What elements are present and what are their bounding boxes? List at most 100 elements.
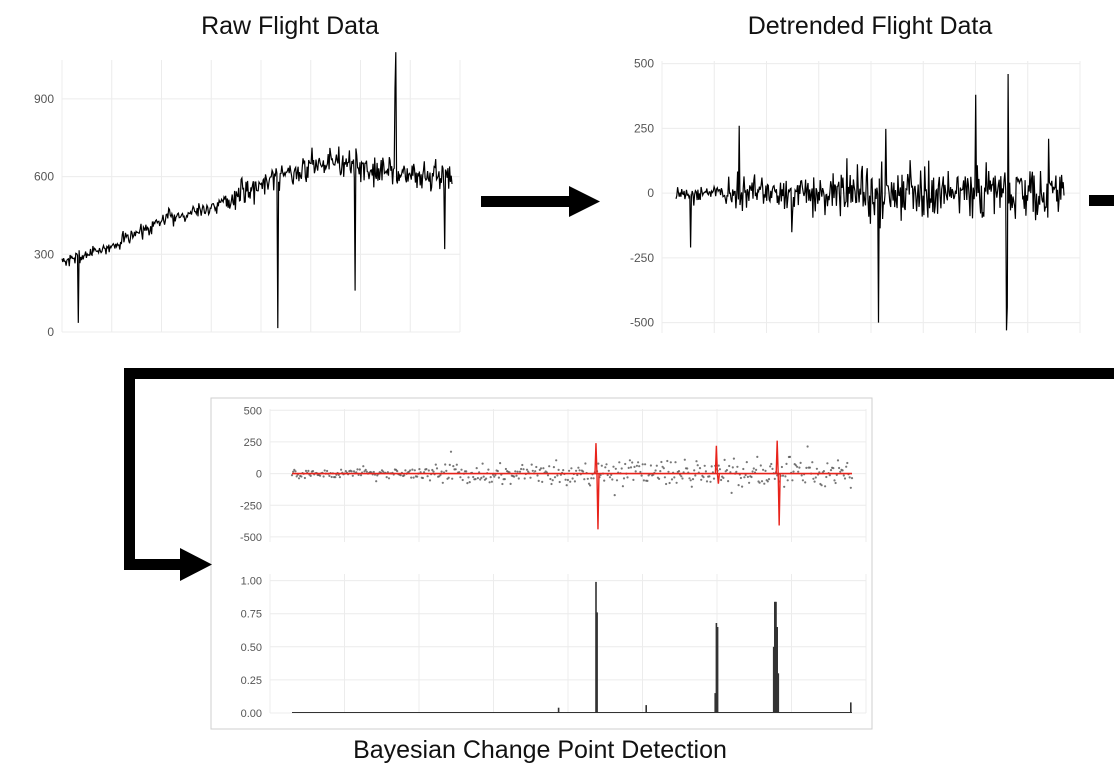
observation-point [797,470,800,473]
observation-point [814,476,817,479]
probability-bar [715,623,718,713]
observation-point [637,461,640,464]
observation-point [659,470,662,473]
observation-point [300,475,303,478]
observation-point [488,481,491,484]
posterior-mean-chart: -500 -250 0 250 500 [240,405,867,544]
observation-point [820,484,823,487]
observation-point [351,474,354,477]
observation-point [455,463,458,466]
observation-point [811,461,814,464]
y-tick-label: -250 [240,500,262,512]
observation-point [571,477,574,480]
observation-point [666,459,669,463]
observation-point [798,466,801,469]
observation-point [600,464,603,467]
observation-point [459,476,462,479]
observation-point [425,468,428,471]
observation-point [319,474,322,477]
observation-point [604,466,607,469]
probability-bar [850,702,852,713]
observation-point [590,477,593,480]
observation-point [633,465,636,468]
bayes-panel-frame [210,397,873,730]
observation-point [584,462,587,465]
observation-point [385,476,388,479]
observation-point [794,464,798,467]
observation-point [290,474,294,477]
observation-point [472,475,475,479]
observation-point [468,481,471,484]
observation-point [680,475,683,478]
observation-point [513,475,516,478]
observation-point [426,475,429,478]
observation-point [475,467,478,470]
observation-point [522,468,525,471]
observation-point [649,464,653,467]
observation-point [338,476,341,479]
observation-point [756,455,759,458]
observation-point [418,468,421,471]
observation-point [751,470,754,473]
observation-point [294,470,297,473]
y-tick-label: 250 [634,121,654,135]
observation-point [703,464,706,467]
observation-point [589,484,592,487]
observation-point [387,477,391,480]
y-tick-label: -250 [630,251,654,265]
observation-point [618,461,621,464]
observation-point [295,475,298,478]
observation-point [708,475,711,478]
observation-point [303,476,306,480]
observation-point [539,467,543,470]
observation-point [693,469,696,472]
observation-point [705,480,709,483]
observation-point [806,445,809,448]
observation-point [570,467,573,470]
observation-point [808,466,812,469]
observation-point [551,479,554,482]
observation-point [586,477,589,480]
observation-point [668,481,671,485]
observation-point [822,470,826,473]
observation-point [681,477,684,480]
observation-point [677,470,681,473]
observation-point [773,477,776,480]
observation-point [576,473,579,477]
observation-point [812,477,815,480]
detrended-flight-chart: -500 -250 0 250 500 [630,57,1081,333]
probability-bar [716,627,719,713]
y-tick-label: 0.50 [241,642,262,654]
observation-point [358,468,361,471]
observation-point [409,469,412,472]
observation-point [613,494,616,497]
observation-point [386,471,389,474]
observation-point [624,462,627,466]
observation-point [297,477,301,480]
observation-point [479,478,482,481]
observation-point [575,469,578,472]
observation-point [742,467,745,471]
observation-point [452,465,455,468]
observation-point [791,479,794,482]
observation-point [732,457,736,460]
observation-point [730,491,733,494]
observation-point [550,482,553,486]
observation-point [352,470,356,473]
observation-point [451,477,454,480]
arrow-detrended-to-bayes [124,368,1114,581]
observation-point [621,485,625,488]
observation-point [673,476,676,479]
observation-point [518,470,522,473]
observation-point [445,469,448,472]
observation-point [541,480,544,483]
observation-point [587,482,591,485]
observation-point [562,469,565,472]
observation-point [767,478,771,481]
observation-point [432,470,435,473]
observation-point [523,477,526,480]
observation-point [530,463,533,466]
y-tick-label: 0.75 [241,609,262,621]
observation-point [759,464,762,467]
observation-point [848,476,851,479]
